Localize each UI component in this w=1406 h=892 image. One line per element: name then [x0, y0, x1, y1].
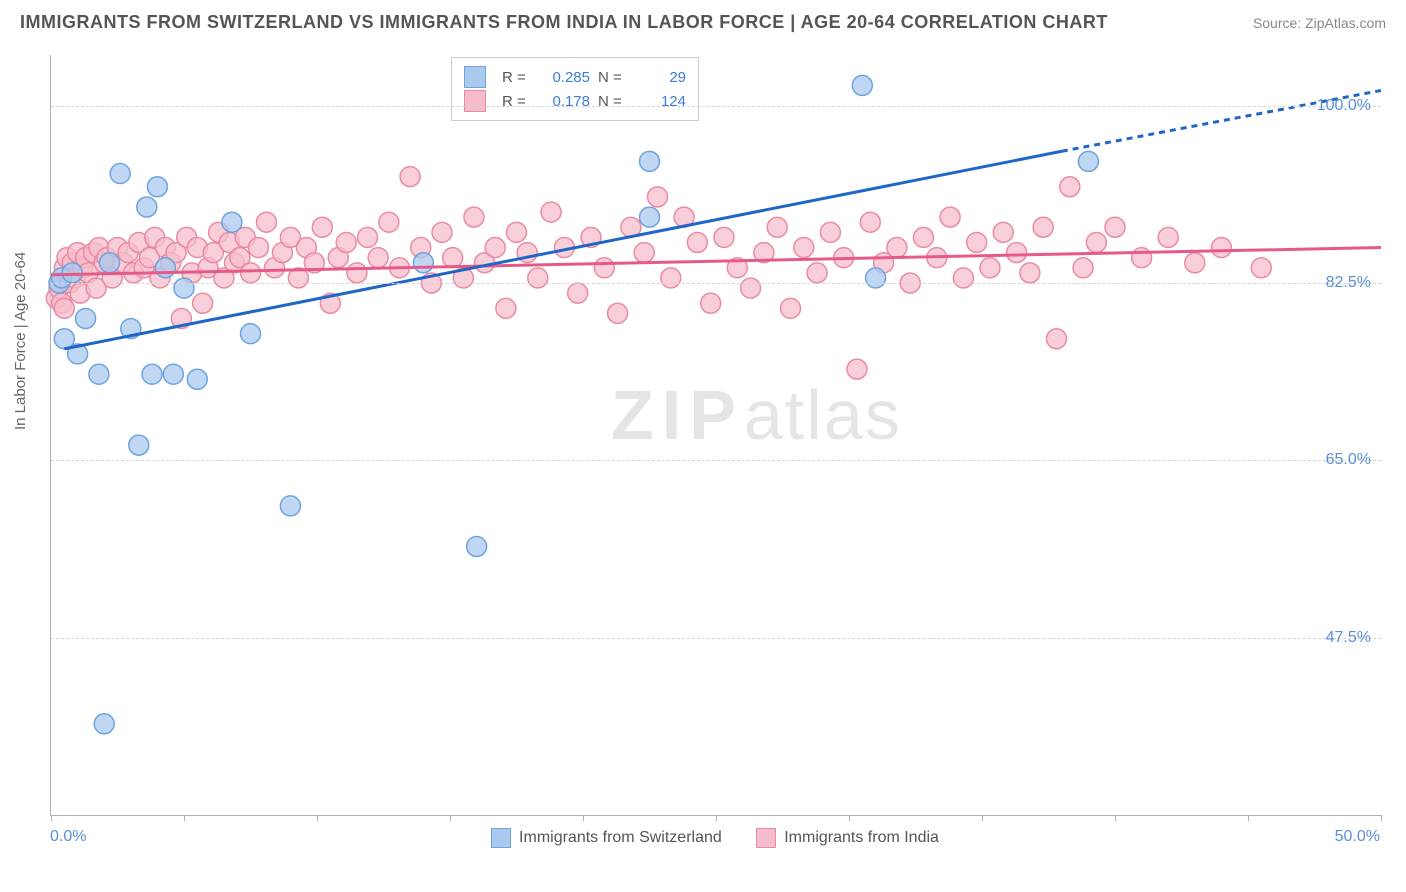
legend-item-india: Immigrants from India [756, 828, 939, 848]
gridline [51, 638, 1381, 639]
legend-label-swiss: Immigrants from Switzerland [519, 829, 722, 847]
swatch-swiss-icon [464, 66, 486, 88]
source-label: Source: ZipAtlas.com [1253, 15, 1386, 31]
n-value-india: 124 [636, 93, 686, 110]
n-label: N = [598, 93, 628, 110]
legend-row-india: R = 0.178 N = 124 [464, 90, 686, 112]
chart-plot-area: ZIPatlas R = 0.285 N = 29 R = 0.178 N = … [50, 55, 1381, 816]
x-tick [716, 815, 717, 821]
legend-label-india: Immigrants from India [784, 829, 939, 847]
swatch-swiss-icon [491, 828, 511, 848]
x-axis-footer: 0.0% Immigrants from Switzerland Immigra… [50, 828, 1380, 858]
scatter-svg [51, 55, 1381, 815]
x-tick [317, 815, 318, 821]
x-tick [450, 815, 451, 821]
r-value-india: 0.178 [540, 93, 590, 110]
swatch-india-icon [756, 828, 776, 848]
x-tick [1381, 815, 1382, 821]
n-value-swiss: 29 [636, 69, 686, 86]
x-tick [982, 815, 983, 821]
legend-item-swiss: Immigrants from Switzerland [491, 828, 722, 848]
r-label: R = [502, 93, 532, 110]
gridline [51, 460, 1381, 461]
x-tick [184, 815, 185, 821]
x-tick [583, 815, 584, 821]
n-label: N = [598, 69, 628, 86]
r-value-swiss: 0.285 [540, 69, 590, 86]
legend-row-swiss: R = 0.285 N = 29 [464, 66, 686, 88]
x-tick [1115, 815, 1116, 821]
y-axis-label: In Labor Force | Age 20-64 [12, 252, 29, 430]
y-tick-label: 100.0% [1317, 97, 1371, 115]
swatch-india-icon [464, 90, 486, 112]
chart-title: IMMIGRANTS FROM SWITZERLAND VS IMMIGRANT… [20, 12, 1108, 33]
r-label: R = [502, 69, 532, 86]
x-max-label: 50.0% [1335, 828, 1380, 846]
gridline [51, 283, 1381, 284]
y-tick-label: 65.0% [1326, 451, 1371, 469]
correlation-legend: R = 0.285 N = 29 R = 0.178 N = 124 [451, 57, 699, 121]
x-tick [1248, 815, 1249, 821]
y-tick-label: 47.5% [1326, 629, 1371, 647]
y-tick-label: 82.5% [1326, 274, 1371, 292]
x-tick [51, 815, 52, 821]
gridline [51, 106, 1381, 107]
series-legend: Immigrants from Switzerland Immigrants f… [50, 828, 1380, 853]
x-tick [849, 815, 850, 821]
